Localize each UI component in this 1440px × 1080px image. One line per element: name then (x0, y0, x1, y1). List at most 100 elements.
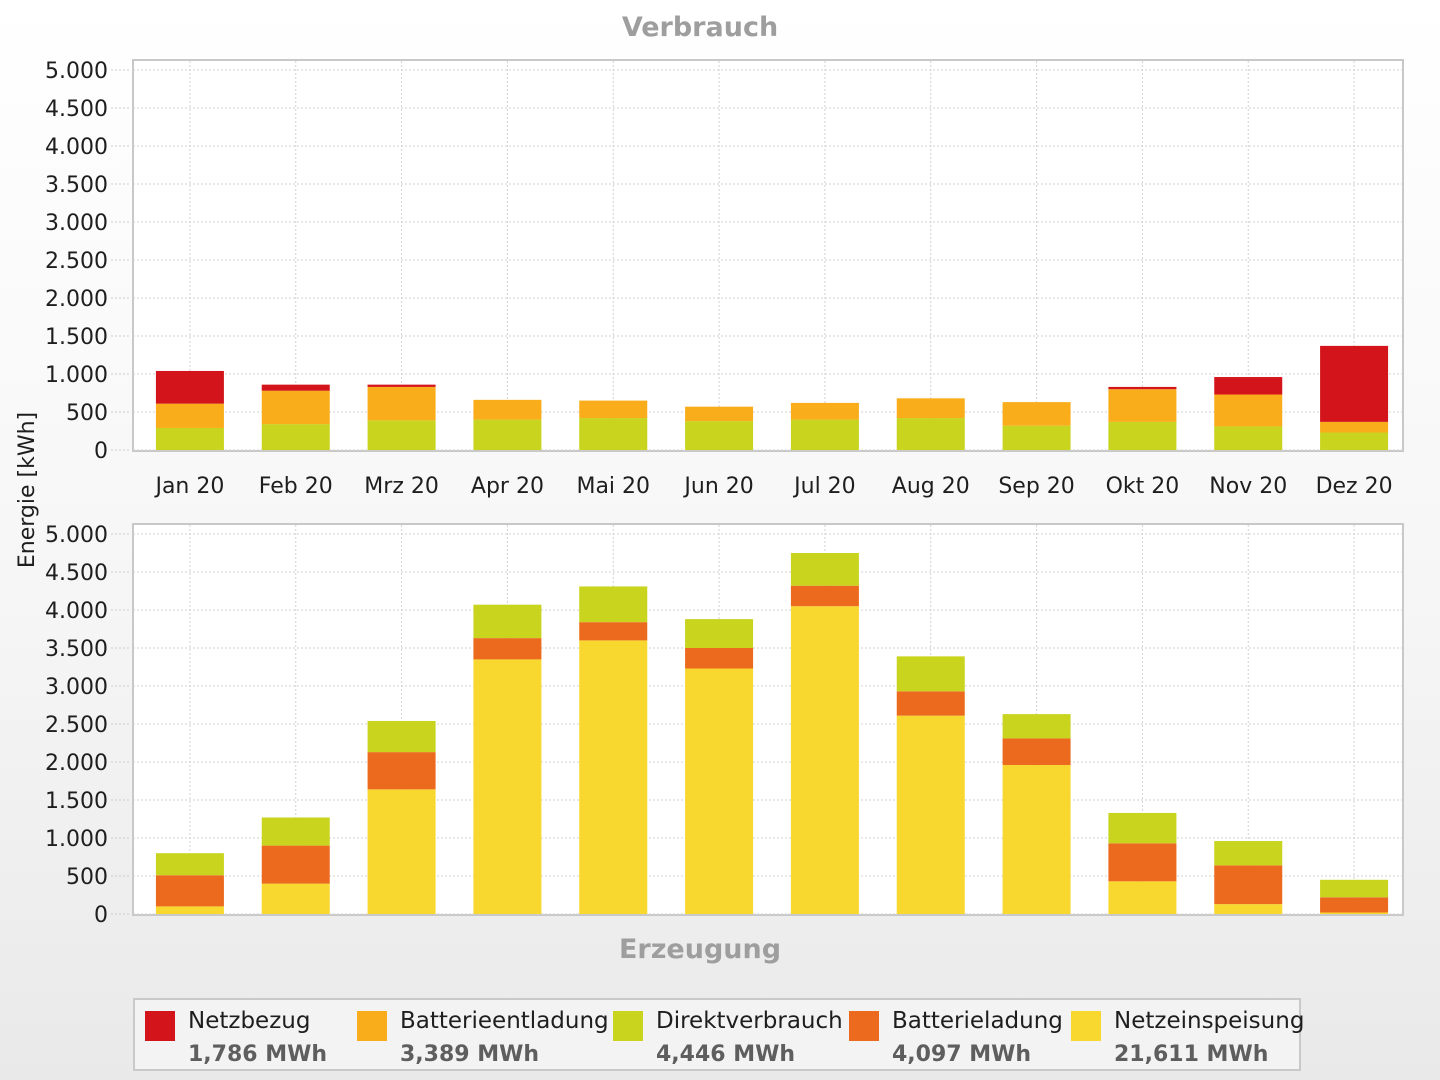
bar-batterieentladung (1320, 421, 1389, 433)
legend-label: Batterieentladung (400, 1008, 609, 1034)
bar-batterieladung (473, 638, 542, 660)
bar-netzbezug (367, 384, 436, 387)
y-tick-label: 5.000 (45, 523, 108, 548)
legend-label: Direktverbrauch (656, 1008, 843, 1034)
y-tick-label: 0 (94, 903, 108, 928)
bar-direktverbrauch (1108, 812, 1177, 844)
bar-netzbezug (1214, 377, 1283, 395)
bar-netzeinspeisung (1002, 765, 1071, 914)
bar-batterieladung (261, 845, 330, 884)
bar-batterieentladung (473, 399, 542, 420)
bar-netzeinspeisung (155, 906, 224, 914)
y-tick-label: 1.000 (45, 363, 108, 388)
y-tick-label: 0 (94, 439, 108, 464)
x-tick-label: Apr 20 (471, 474, 544, 499)
bar-batterieentladung (1214, 394, 1283, 427)
bar-netzeinspeisung (685, 668, 754, 914)
bar-batterieentladung (685, 406, 754, 422)
bar-direktverbrauch (367, 420, 436, 450)
bar-netzeinspeisung (473, 659, 542, 914)
bar-direktverbrauch (1002, 425, 1071, 450)
y-tick-label: 5.000 (45, 59, 108, 84)
legend-value: 3,389 MWh (400, 1042, 540, 1067)
bar-netzeinspeisung (1214, 904, 1283, 914)
bar-batterieladung (579, 622, 648, 641)
bar-direktverbrauch (579, 586, 648, 623)
bar-batterieladung (790, 585, 859, 607)
bar-batterieladung (155, 875, 224, 907)
generation-panel: 0 500 1.000 1.500 2.000 2.500 3.000 3.500 4.000 4… (45, 523, 1404, 965)
bars-verbrauch (155, 345, 1389, 450)
y-tick-label: 500 (66, 865, 108, 890)
bar-batterieladung (1108, 843, 1177, 882)
y-tick-label: 500 (66, 401, 108, 426)
legend-value: 1,786 MWh (188, 1042, 328, 1067)
y-tick-label: 1.000 (45, 827, 108, 852)
y-tick-label: 2.000 (45, 287, 108, 312)
bar-direktverbrauch (685, 421, 754, 450)
bar-netzbezug (261, 384, 330, 391)
bar-direktverbrauch (685, 619, 754, 648)
legend-swatch-batterieladung (849, 1011, 879, 1041)
x-tick-label: Mai 20 (576, 474, 650, 499)
y-tick-label: 3.000 (45, 675, 108, 700)
legend-label: Batterieladung (892, 1008, 1063, 1034)
bar-direktverbrauch (155, 427, 224, 450)
bar-direktverbrauch (1214, 841, 1283, 866)
chart-title-verbrauch: Verbrauch (622, 12, 778, 43)
y-axis-verbrauch: 0 500 1.000 1.500 2.000 2.500 3.000 3.500 4.000 4… (45, 59, 131, 464)
legend-swatch-batterieentladung (357, 1011, 387, 1041)
x-tick-label: Mrz 20 (364, 474, 439, 499)
bar-direktverbrauch (790, 553, 859, 586)
y-axis-label: Energie [kWh] (15, 412, 40, 568)
y-tick-label: 1.500 (45, 789, 108, 814)
x-tick-label: Nov 20 (1209, 474, 1287, 499)
y-tick-label: 4.000 (45, 135, 108, 160)
bar-direktverbrauch (1320, 432, 1389, 450)
energy-chart: Verbrauch 0 500 1.000 1.500 2.000 2.500 3.000 3… (15, 12, 1404, 965)
bar-direktverbrauch (367, 720, 436, 753)
legend-value: 4,097 MWh (892, 1042, 1032, 1067)
y-tick-label: 3.500 (45, 173, 108, 198)
y-tick-label: 2.500 (45, 249, 108, 274)
bar-direktverbrauch (579, 418, 648, 450)
x-tick-label: Sep 20 (998, 474, 1074, 499)
plot-area-erzeugung (132, 523, 1404, 916)
bar-netzeinspeisung (261, 883, 330, 914)
plot-area-verbrauch (132, 59, 1404, 452)
bar-direktverbrauch (261, 424, 330, 450)
x-tick-label: Aug 20 (892, 474, 970, 499)
bar-direktverbrauch (1108, 421, 1177, 450)
x-tick-label: Feb 20 (259, 474, 333, 499)
bar-batterieentladung (1002, 402, 1071, 426)
bar-batterieentladung (579, 400, 648, 419)
bar-batterieladung (1320, 897, 1389, 913)
bar-direktverbrauch (155, 853, 224, 876)
chart-title-erzeugung: Erzeugung (619, 934, 781, 965)
bar-direktverbrauch (1320, 879, 1389, 898)
bar-batterieladung (896, 691, 965, 716)
bar-direktverbrauch (1214, 426, 1283, 450)
bar-netzbezug (1320, 345, 1389, 422)
bar-batterieladung (1214, 865, 1283, 905)
y-tick-label: 2.500 (45, 713, 108, 738)
y-tick-label: 1.500 (45, 325, 108, 350)
bar-batterieentladung (155, 403, 224, 428)
y-tick-label: 3.000 (45, 211, 108, 236)
bar-direktverbrauch (896, 418, 965, 450)
bar-direktverbrauch (473, 604, 542, 639)
y-tick-label: 4.000 (45, 599, 108, 624)
legend: Netzbezug 1,786 MWh Batterieentladung 3,… (133, 998, 1304, 1071)
bar-batterieladung (367, 752, 436, 790)
bar-netzeinspeisung (1320, 912, 1389, 914)
bar-batterieentladung (790, 402, 859, 420)
x-tick-label: Jun 20 (682, 474, 753, 499)
bar-netzeinspeisung (579, 640, 648, 914)
x-axis-verbrauch: Jan 20 Feb 20 Mrz 20 Apr 20 Mai 20 Jun 20 Jul … (153, 474, 1392, 499)
legend-value: 4,446 MWh (656, 1042, 796, 1067)
legend-swatch-netzeinspeisung (1071, 1011, 1101, 1041)
bar-batterieladung (1002, 738, 1071, 766)
x-tick-label: Jul 20 (792, 474, 856, 499)
bar-direktverbrauch (261, 817, 330, 846)
legend-swatch-direktverbrauch (613, 1011, 643, 1041)
